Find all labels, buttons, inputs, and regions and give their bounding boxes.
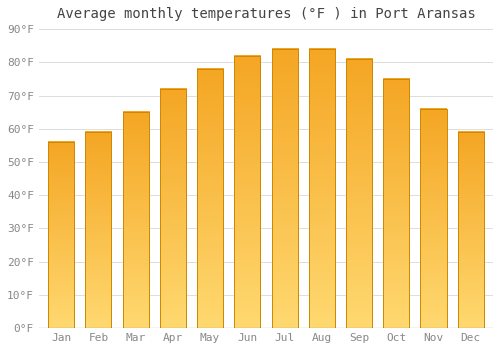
Bar [48, 142, 74, 328]
Bar [234, 56, 260, 328]
Title: Average monthly temperatures (°F ) in Port Aransas: Average monthly temperatures (°F ) in Po… [56, 7, 476, 21]
Bar [346, 59, 372, 328]
Bar [160, 89, 186, 328]
Bar [308, 49, 335, 328]
Bar [86, 132, 112, 328]
Bar [458, 132, 483, 328]
Bar [122, 112, 148, 328]
Bar [197, 69, 223, 328]
Bar [420, 109, 446, 328]
Bar [272, 49, 297, 328]
Bar [383, 79, 409, 328]
